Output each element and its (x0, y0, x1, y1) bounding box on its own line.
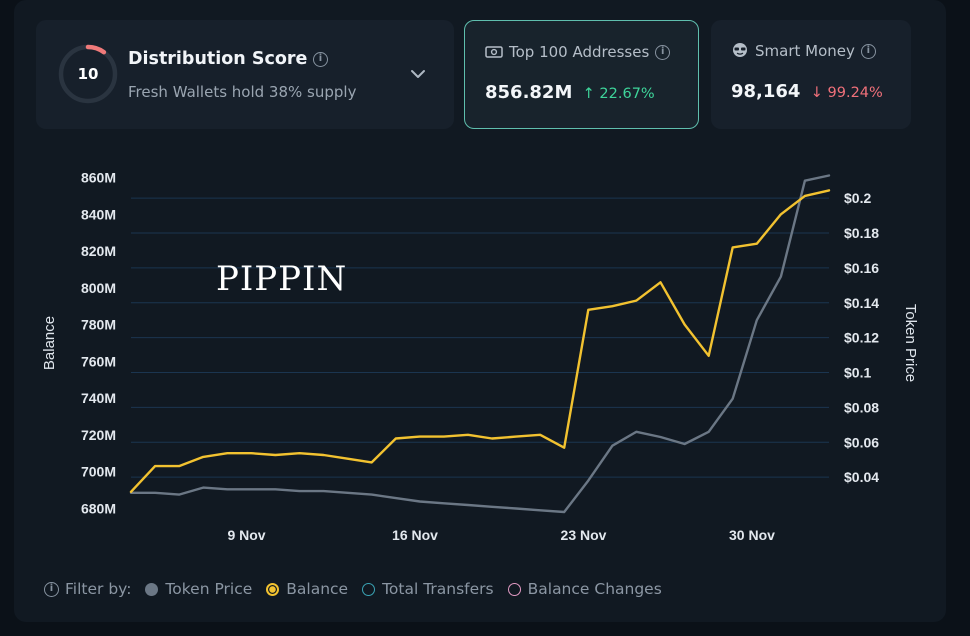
filter-item-balance-changes[interactable]: Balance Changes (507, 580, 662, 598)
top-100-addresses-card[interactable]: Top 100 Addresses i 856.82M ↑ 22.67% (464, 20, 699, 129)
x-axis-ticks: 9 Nov 16 Nov 23 Nov 30 Nov (227, 527, 775, 543)
cash-icon (485, 46, 503, 58)
y-tick-label: 800M (81, 280, 116, 296)
token-price-line (129, 174, 831, 514)
smart-money-value-row: 98,164 ↓ 99.24% (731, 81, 883, 102)
y2-axis-ticks: $0.04 $0.06 $0.08 $0.1 $0.12 $0.14 $0.16 $0.18 $… (844, 190, 879, 485)
y-axis-label: Balance (41, 316, 58, 370)
x-tick-label: 9 Nov (227, 527, 265, 543)
chevron-down-icon[interactable] (408, 64, 428, 84)
top-100-change-value: 22.67% (599, 86, 655, 102)
sunglasses-icon (733, 43, 747, 57)
filter-item-label: Balance Changes (527, 580, 662, 598)
arrow-up-icon: ↑ (582, 86, 595, 102)
x-tick-label: 23 Nov (561, 527, 607, 543)
filter-label: Filter by: (65, 580, 132, 598)
y-tick-label: 720M (81, 427, 116, 443)
smart-money-change-value: 99.24% (827, 85, 883, 101)
distribution-score-card[interactable]: 10 Distribution Score i Fresh Wallets ho… (36, 20, 454, 129)
legend-dot-icon (362, 582, 376, 596)
x-tick-label: 30 Nov (729, 527, 775, 543)
filter-item-balance[interactable]: Balance (266, 580, 348, 598)
y2-tick-label: $0.06 (844, 434, 879, 450)
arrow-down-icon: ↓ (810, 85, 823, 101)
legend-dot-icon (145, 582, 159, 596)
y-tick-label: 860M (81, 170, 116, 186)
series-lines (129, 174, 831, 514)
legend-dot-icon (266, 582, 280, 596)
smart-money-header: Smart Money i (731, 42, 876, 60)
top-100-change: ↑ 22.67% (583, 86, 655, 102)
filter-item-total-transfers[interactable]: Total Transfers (362, 580, 494, 598)
y-tick-label: 680M (81, 500, 116, 516)
top-100-header: Top 100 Addresses i (485, 43, 671, 61)
y-tick-label: 840M (81, 206, 116, 222)
distribution-score-title: Distribution Score i (128, 49, 328, 69)
y2-tick-label: $0.08 (844, 399, 879, 415)
smart-money-label: Smart Money (755, 42, 855, 60)
smart-money-value: 98,164 (731, 81, 801, 102)
y2-tick-label: $0.18 (844, 225, 879, 241)
info-icon[interactable]: i (44, 581, 59, 597)
score-ring (58, 44, 118, 104)
y-tick-label: 820M (81, 243, 116, 259)
y-tick-label: 740M (81, 390, 116, 406)
y-tick-label: 760M (81, 353, 116, 369)
top-100-value-row: 856.82M ↑ 22.67% (485, 82, 655, 103)
y2-axis-label: Token Price (902, 304, 919, 382)
y2-tick-label: $0.14 (844, 295, 879, 311)
filter-item-label: Token Price (165, 580, 253, 598)
y2-tick-label: $0.12 (844, 330, 879, 346)
y2-tick-label: $0.2 (844, 190, 871, 206)
y2-tick-label: $0.1 (844, 365, 871, 381)
filter-item-label: Total Transfers (382, 580, 494, 598)
y2-tick-label: $0.04 (844, 469, 879, 485)
info-icon[interactable]: i (313, 52, 328, 67)
grid-lines (131, 197, 829, 478)
y2-tick-label: $0.16 (844, 260, 879, 276)
chart-annotation: PIPPIN (216, 259, 347, 299)
legend-dot-icon (507, 582, 521, 596)
x-tick-label: 16 Nov (392, 527, 438, 543)
distribution-score-label: Distribution Score (128, 49, 308, 69)
info-icon[interactable]: i (655, 45, 671, 60)
filter-legend: i Filter by: Token Price Balance Total Tra… (44, 580, 676, 598)
top-100-value: 856.82M (485, 82, 573, 103)
info-icon[interactable]: i (860, 44, 876, 59)
y-tick-label: 780M (81, 317, 116, 333)
filter-item-token-price[interactable]: Token Price (145, 580, 252, 598)
y-axis-ticks: 680M 700M 720M 740M 760M 780M 800M 820M 840M 860M (81, 170, 116, 517)
balance-line (129, 189, 831, 493)
top-100-label: Top 100 Addresses (509, 43, 650, 61)
smart-money-card[interactable]: Smart Money i 98,164 ↓ 99.24% (711, 20, 911, 129)
filter-items: Token Price Balance Total Transfers Balance… (145, 580, 675, 598)
filter-item-label: Balance (286, 580, 349, 598)
smart-money-change: ↓ 99.24% (811, 85, 883, 101)
distribution-subtitle: Fresh Wallets hold 38% supply (128, 83, 357, 101)
distribution-score-value: 10 (77, 65, 99, 83)
y-tick-label: 700M (81, 464, 116, 480)
